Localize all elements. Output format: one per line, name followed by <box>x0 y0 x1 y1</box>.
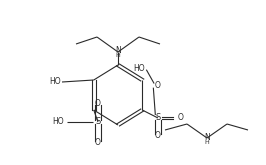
Text: S: S <box>95 117 101 127</box>
Text: S: S <box>155 114 161 122</box>
Text: HO: HO <box>133 64 145 73</box>
Text: O: O <box>95 138 101 147</box>
Text: HO: HO <box>49 78 61 86</box>
Text: N: N <box>115 46 121 55</box>
Text: HO: HO <box>52 117 64 127</box>
Text: H: H <box>205 140 209 145</box>
Text: O: O <box>177 114 183 122</box>
Text: H: H <box>116 53 120 58</box>
Text: O: O <box>154 82 160 90</box>
Text: O: O <box>95 99 101 108</box>
Text: O: O <box>155 131 161 140</box>
Text: N: N <box>204 133 210 142</box>
